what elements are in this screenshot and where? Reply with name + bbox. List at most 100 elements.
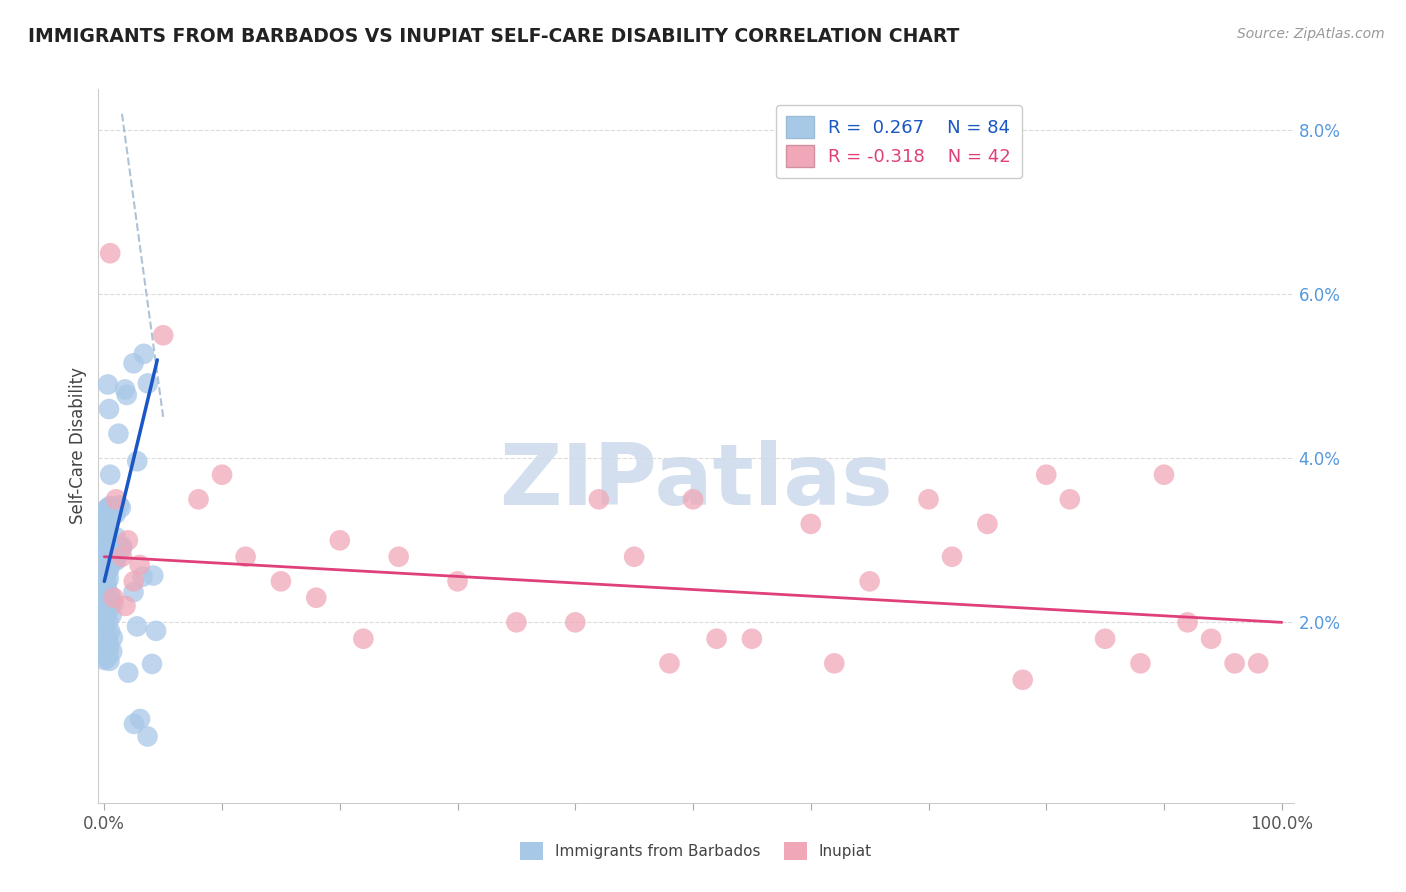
Point <box>859 574 882 589</box>
Point <box>93 653 115 667</box>
Point <box>103 508 125 522</box>
Point <box>117 533 139 548</box>
Point <box>1011 673 1033 687</box>
Point <box>97 377 120 392</box>
Point <box>97 542 120 557</box>
Point <box>128 558 150 572</box>
Point <box>98 516 121 531</box>
Text: Source: ZipAtlas.com: Source: ZipAtlas.com <box>1237 27 1385 41</box>
Point <box>93 613 115 627</box>
Point <box>94 588 117 602</box>
Point <box>329 533 352 548</box>
Point <box>111 549 134 564</box>
Point <box>129 712 152 726</box>
Point <box>122 717 145 731</box>
Point <box>94 583 117 598</box>
Point <box>96 549 118 564</box>
Point <box>96 605 118 619</box>
Point <box>97 563 120 577</box>
Point <box>152 328 174 343</box>
Point <box>100 597 122 611</box>
Point <box>114 383 136 397</box>
Point <box>105 492 128 507</box>
Point <box>141 657 163 671</box>
Point <box>352 632 374 646</box>
Point <box>97 528 120 542</box>
Point <box>97 615 120 629</box>
Point <box>98 588 121 602</box>
Point <box>122 574 145 589</box>
Point <box>96 543 118 558</box>
Point <box>588 492 610 507</box>
Point <box>97 500 120 515</box>
Point <box>122 585 145 599</box>
Point <box>94 556 117 570</box>
Point <box>103 596 125 610</box>
Point <box>1094 632 1116 646</box>
Point <box>211 467 233 482</box>
Point <box>941 549 963 564</box>
Point <box>132 347 155 361</box>
Point <box>114 599 136 613</box>
Point <box>96 550 118 565</box>
Point <box>101 631 124 645</box>
Point <box>98 654 121 668</box>
Point <box>145 624 167 638</box>
Point <box>706 632 728 646</box>
Point <box>800 516 823 531</box>
Point <box>115 388 138 402</box>
Point <box>1223 657 1246 671</box>
Point <box>98 246 121 260</box>
Point <box>97 527 120 541</box>
Point <box>93 521 115 535</box>
Point <box>96 651 118 665</box>
Point <box>96 536 118 550</box>
Point <box>101 549 124 564</box>
Point <box>111 540 134 554</box>
Point <box>741 632 763 646</box>
Point <box>564 615 586 630</box>
Point <box>682 492 704 507</box>
Point <box>1153 467 1175 482</box>
Point <box>104 507 127 521</box>
Point <box>98 499 121 513</box>
Point <box>117 665 139 680</box>
Text: ZIPatlas: ZIPatlas <box>499 440 893 524</box>
Point <box>111 541 134 556</box>
Point <box>94 629 117 643</box>
Point <box>97 561 120 575</box>
Point <box>98 508 121 523</box>
Point <box>93 572 115 586</box>
Point <box>94 619 117 633</box>
Point <box>1177 615 1199 630</box>
Point <box>96 576 118 591</box>
Point <box>96 544 118 558</box>
Point <box>917 492 939 507</box>
Point <box>94 509 117 524</box>
Point <box>98 639 121 653</box>
Point <box>96 605 118 619</box>
Point <box>93 572 115 586</box>
Point <box>122 356 145 370</box>
Point <box>105 530 128 544</box>
Text: IMMIGRANTS FROM BARBADOS VS INUPIAT SELF-CARE DISABILITY CORRELATION CHART: IMMIGRANTS FROM BARBADOS VS INUPIAT SELF… <box>28 27 959 45</box>
Point <box>823 657 845 671</box>
Point <box>94 640 117 655</box>
Point <box>96 502 118 516</box>
Point <box>110 500 132 515</box>
Point <box>1059 492 1081 507</box>
Point <box>94 599 117 613</box>
Point <box>976 516 998 531</box>
Point <box>98 467 121 482</box>
Point <box>97 642 120 657</box>
Point <box>187 492 209 507</box>
Point <box>98 624 121 639</box>
Point <box>446 574 468 589</box>
Point <box>658 657 681 671</box>
Legend: Immigrants from Barbados, Inupiat: Immigrants from Barbados, Inupiat <box>515 836 877 866</box>
Point <box>94 576 117 591</box>
Point <box>136 730 159 744</box>
Point <box>125 619 148 633</box>
Point <box>96 504 118 518</box>
Point <box>93 601 115 615</box>
